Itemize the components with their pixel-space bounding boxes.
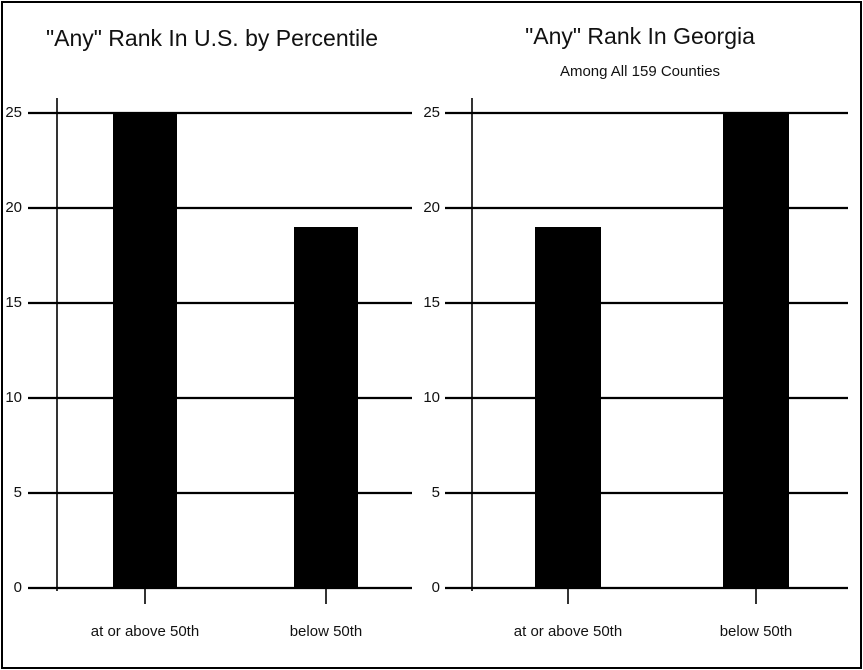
y-tick-label: 20 — [423, 199, 440, 216]
bar — [535, 227, 601, 588]
x-tick-label: at or above 50th — [91, 623, 199, 640]
y-tick-label: 20 — [5, 199, 22, 216]
bar — [723, 113, 789, 588]
y-tick-label: 10 — [423, 389, 440, 406]
y-tick-label: 5 — [14, 484, 22, 501]
chart-subtitle: Among All 159 Counties — [560, 63, 720, 80]
y-tick-label: 0 — [14, 579, 22, 596]
chart-title: "Any" Rank In Georgia — [525, 23, 755, 49]
y-tick-label: 10 — [5, 389, 22, 406]
y-tick-label: 15 — [5, 294, 22, 311]
x-tick-label: at or above 50th — [514, 623, 622, 640]
y-tick-label: 0 — [432, 579, 440, 596]
y-tick-label: 25 — [423, 104, 440, 121]
y-tick-label: 15 — [423, 294, 440, 311]
y-tick-label: 25 — [5, 104, 22, 121]
x-tick-label: below 50th — [720, 623, 793, 640]
y-tick-label: 5 — [432, 484, 440, 501]
x-tick-label: below 50th — [290, 623, 363, 640]
bar — [294, 227, 358, 588]
bar — [113, 113, 177, 588]
chart-title: "Any" Rank In U.S. by Percentile — [46, 25, 378, 51]
